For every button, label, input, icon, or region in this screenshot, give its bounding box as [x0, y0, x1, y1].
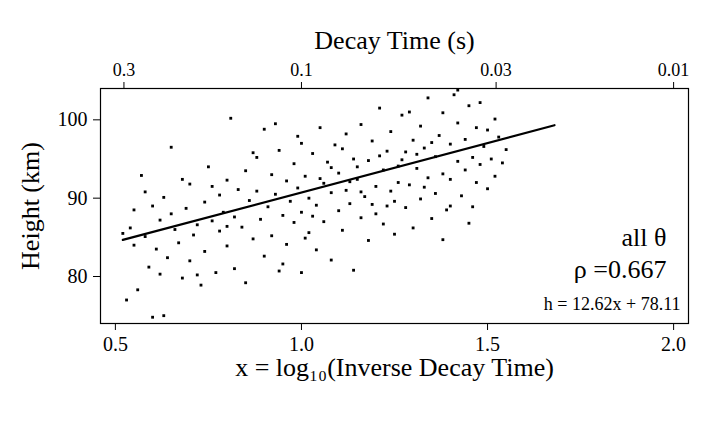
- svg-text:all θ: all θ: [622, 223, 667, 252]
- svg-text:1.5: 1.5: [475, 333, 500, 355]
- svg-text:2.0: 2.0: [661, 333, 686, 355]
- svg-text:Height (km): Height (km): [16, 142, 45, 270]
- svg-text:1.0: 1.0: [289, 333, 314, 355]
- svg-text:ρ =0.667: ρ =0.667: [574, 255, 667, 284]
- svg-text:0.3: 0.3: [113, 60, 136, 80]
- svg-text:0.01: 0.01: [658, 60, 690, 80]
- svg-text:0.5: 0.5: [103, 333, 128, 355]
- svg-text:90: 90: [68, 187, 88, 209]
- svg-text:100: 100: [58, 108, 88, 130]
- svg-text:x = log₁₀(Inverse Decay Time): x = log₁₀(Inverse Decay Time): [235, 353, 554, 382]
- svg-text:h = 12.62x + 78.11: h = 12.62x + 78.11: [544, 294, 681, 314]
- svg-text:Decay Time (s): Decay Time (s): [314, 26, 474, 55]
- svg-text:0.03: 0.03: [480, 60, 512, 80]
- svg-text:0.1: 0.1: [290, 60, 313, 80]
- svg-text:80: 80: [68, 265, 88, 287]
